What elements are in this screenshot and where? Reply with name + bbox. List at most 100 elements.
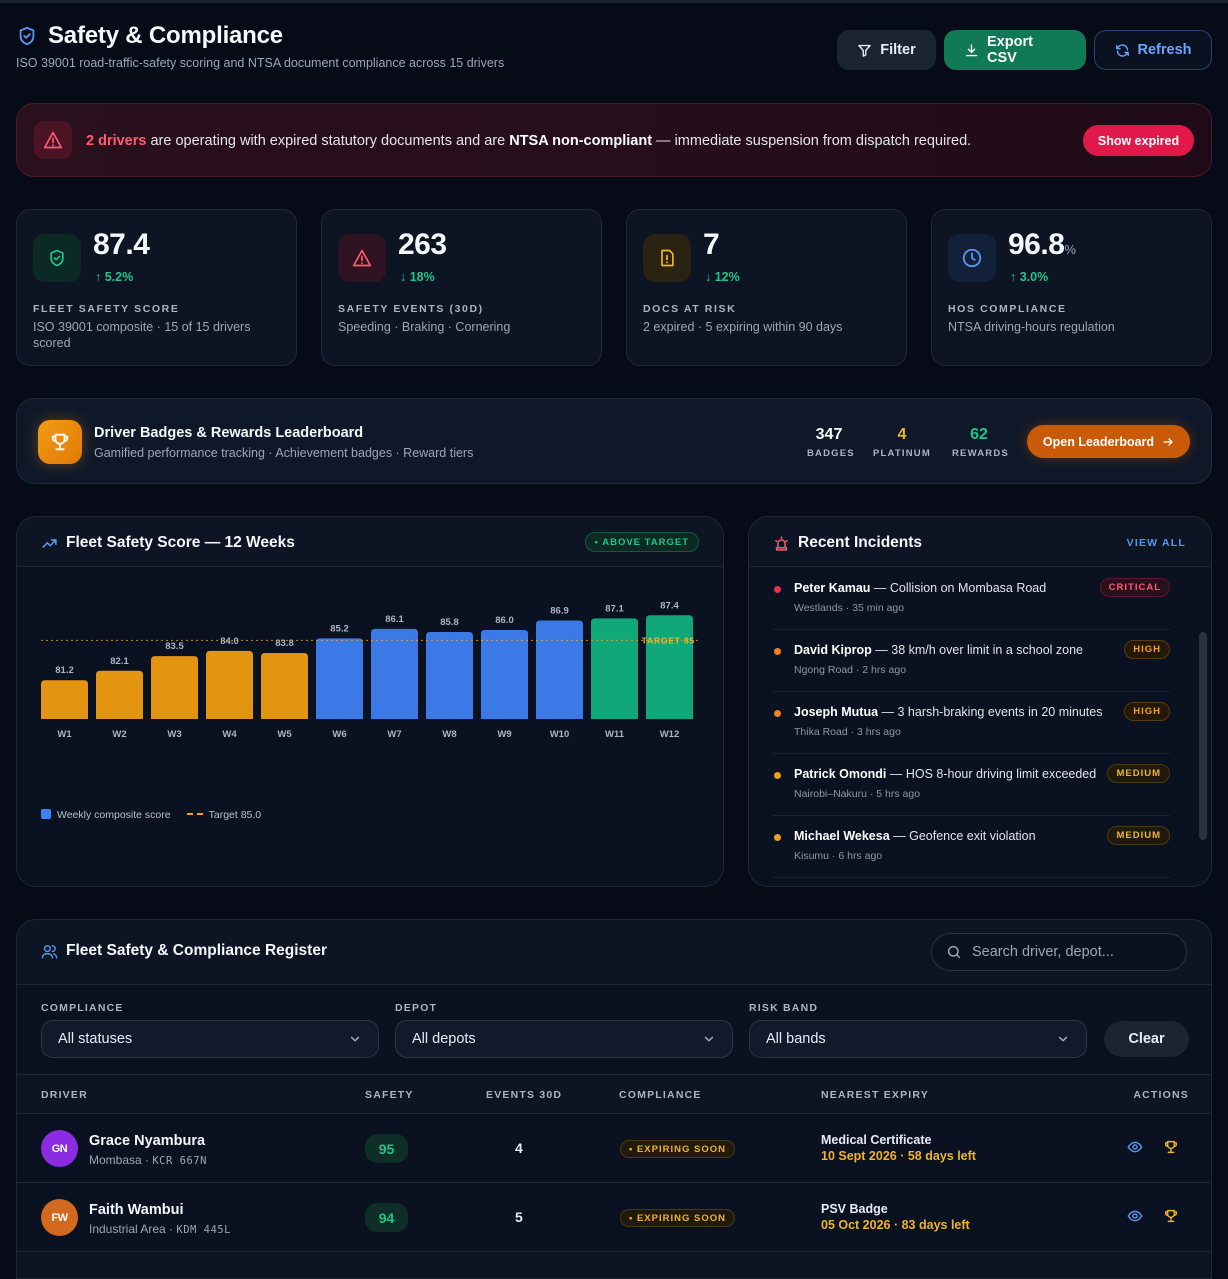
kpi-label: SAFETY EVENTS (30D) [338,303,484,315]
severity-dot [774,586,781,593]
compliance-select[interactable]: All statuses [41,1020,379,1058]
divider [749,566,1211,567]
incident-meta: Thika Road · 3 hrs ago [794,726,901,738]
kpi-delta: ↑ 3.0% [1010,270,1049,284]
depot-filter: DEPOT All depots [395,1002,733,1058]
compliance-status-badge: • EXPIRING SOON [620,1209,735,1227]
trophy-icon[interactable] [1163,1208,1179,1224]
leaderboard-subtitle: Gamified performance tracking · Achievem… [94,446,474,460]
incidents-title-text: Recent Incidents [798,534,923,551]
open-leaderboard-label: Open Leaderboard [1042,434,1155,449]
refresh-icon [1115,43,1130,58]
incidents-title: Recent Incidents [773,534,922,552]
safety-score-badge: 94 [365,1203,408,1232]
above-target-badge: • ABOVE TARGET [584,532,699,552]
x-tick-label: W8 [442,729,456,740]
legend-swatch [41,809,51,819]
driver-name: Grace Nyambura [89,1133,206,1149]
kpi-label: HOS COMPLIANCE [948,303,1067,315]
table-row[interactable]: GN Grace Nyambura Mombasa · KCR 667N 95 4 • E… [17,1114,1211,1183]
bar-w11 [591,618,638,719]
severity-badge: MEDIUM [1107,826,1170,845]
open-leaderboard-button[interactable]: Open Leaderboard [1027,425,1190,458]
chevron-down-icon [1056,1032,1070,1046]
shield-check-icon [33,234,81,282]
kpi-description: NTSA driving-hours regulation [948,320,1115,334]
eye-icon[interactable] [1127,1139,1143,1155]
incident-driver: Joseph Mutua [794,705,879,719]
show-expired-button[interactable]: Show expired [1083,125,1194,156]
stat-rewards: 62 REWARDS [952,426,1008,459]
bar-w6 [316,638,363,719]
legend-target-label: Target 85.0 [208,809,262,821]
kpi-value: 96.8% [1008,228,1076,261]
x-tick-label: W9 [497,729,511,740]
alert-text-a: are operating with expired statutory doc… [146,133,510,149]
column-header-safety[interactable]: SAFETY [365,1089,414,1101]
incident-item[interactable]: Patrick Omondi — HOS 8-hour driving limi… [773,754,1170,816]
page-title-group: Safety & Compliance [16,22,283,50]
clear-filters-button[interactable]: Clear [1104,1021,1189,1057]
register-title-text: Fleet Safety & Compliance Register [66,942,327,959]
recent-incidents-panel: Recent Incidents VIEW ALL Peter Kamau — … [748,516,1212,887]
x-tick-label: W7 [387,729,401,740]
view-all-link[interactable]: VIEW ALL [1126,537,1186,549]
chevron-down-icon [348,1032,362,1046]
download-icon [964,43,979,58]
trend-up-icon [41,535,58,552]
chevron-down-icon [702,1032,716,1046]
select-value: All depots [412,1031,476,1047]
search-input[interactable]: Search driver, depot... [931,933,1187,971]
events-count: 5 [515,1209,523,1225]
vehicle-plate: KCR 667N [152,1155,207,1167]
bar-w2 [96,670,143,719]
incident-item[interactable]: Joseph Mutua — 3 harsh-braking events in… [773,692,1170,754]
kpi-card-hos-compliance: 96.8% ↑ 3.0% HOS COMPLIANCE NTSA driving… [931,209,1212,366]
column-header-actions: ACTIONS [1133,1089,1189,1101]
eye-icon[interactable] [1127,1208,1143,1224]
safety-score-badge: 95 [365,1134,408,1163]
kpi-delta: ↓ 12% [705,270,740,284]
compliance-filter: COMPLIANCE All statuses [41,1002,379,1058]
events-count: 4 [515,1140,523,1156]
depot-select[interactable]: All depots [395,1020,733,1058]
incident-item[interactable]: David Kiprop — 38 km/h over limit in a s… [773,630,1170,692]
incident-driver: Patrick Omondi [794,767,887,781]
table-row[interactable]: FW Faith Wambui Industrial Area · KDM 445L… [17,1183,1211,1252]
column-header-nearest-expiry[interactable]: NEAREST EXPIRY [821,1089,930,1101]
siren-icon [773,535,790,552]
legend-series: Weekly composite score [41,809,171,821]
data-label: 85.2 [330,623,349,634]
incident-item[interactable]: Michael Wekesa — Geofence exit violation… [773,816,1170,878]
alert-driver-count: 2 drivers [86,133,147,149]
data-label: 87.4 [660,600,679,611]
incident-title: David Kiprop — 38 km/h over limit in a s… [794,643,1083,657]
chart-panel-title: Fleet Safety Score — 12 Weeks [41,534,295,552]
compliance-status-badge: • EXPIRING SOON [620,1140,735,1158]
x-tick-label: W4 [222,729,237,740]
filter-icon [857,43,872,58]
filter-button[interactable]: Filter [837,30,936,70]
bar-w8 [426,632,473,719]
kpi-value: 263 [398,228,447,261]
incident-item[interactable]: Peter Kamau — Collision on Mombasa Road W… [773,568,1170,630]
risk-band-select[interactable]: All bands [749,1020,1087,1058]
incident-title: Michael Wekesa — Geofence exit violation [794,829,1036,843]
driver-name: Faith Wambui [89,1202,184,1218]
scrollbar[interactable] [1199,632,1207,840]
trophy-icon[interactable] [1163,1139,1179,1155]
column-header-events[interactable]: EVENTS 30D [486,1089,563,1101]
severity-dot [774,772,781,779]
export-csv-button[interactable]: Export CSV [944,30,1086,70]
refresh-button[interactable]: Refresh [1094,30,1212,70]
incident-driver: Peter Kamau [794,581,871,595]
compliance-register-panel: Fleet Safety & Compliance Register Searc… [16,919,1212,1279]
export-button-label: Export CSV [987,34,1033,66]
data-label: 83.8 [275,638,294,649]
column-header-driver[interactable]: DRIVER [41,1089,88,1101]
column-header-compliance[interactable]: COMPLIANCE [619,1089,702,1101]
severity-dot [774,710,781,717]
top-border [0,0,1228,3]
x-tick-label: W2 [112,729,126,740]
bar-w4 [206,650,253,719]
